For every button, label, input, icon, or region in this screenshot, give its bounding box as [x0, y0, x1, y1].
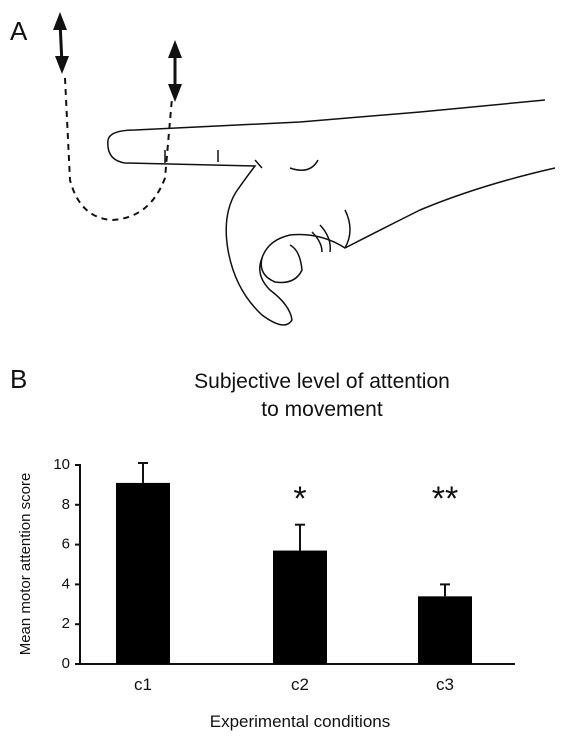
x-tick-label: c3	[436, 675, 454, 694]
movement-path	[65, 78, 172, 220]
arrows	[53, 12, 182, 102]
panel-label: A	[10, 16, 28, 46]
y-tick-label: 6	[62, 536, 70, 553]
y-tick-label: 0	[62, 655, 70, 672]
x-tick-label: c2	[291, 675, 309, 694]
y-axis-label: Mean motor attention score	[17, 473, 34, 656]
y-tick-label: 8	[62, 496, 70, 513]
bar	[273, 551, 327, 664]
panel-label: B	[10, 364, 27, 394]
y-tick-label: 2	[62, 615, 70, 632]
bar	[418, 596, 472, 664]
chart-title: to movement	[261, 398, 383, 421]
significance-marker: *	[293, 480, 306, 518]
x-axis-label: Experimental conditions	[210, 712, 390, 731]
y-tick-label: 10	[53, 456, 70, 473]
y-tick-label: 4	[62, 575, 70, 592]
figure: A B Subjective level of attention to mov…	[0, 0, 571, 739]
hand-drawing	[108, 100, 555, 325]
x-tick-label: c1	[134, 675, 152, 694]
significance-marker: **	[432, 480, 458, 518]
bar	[116, 483, 170, 664]
chart-title: Subjective level of attention	[194, 370, 450, 393]
